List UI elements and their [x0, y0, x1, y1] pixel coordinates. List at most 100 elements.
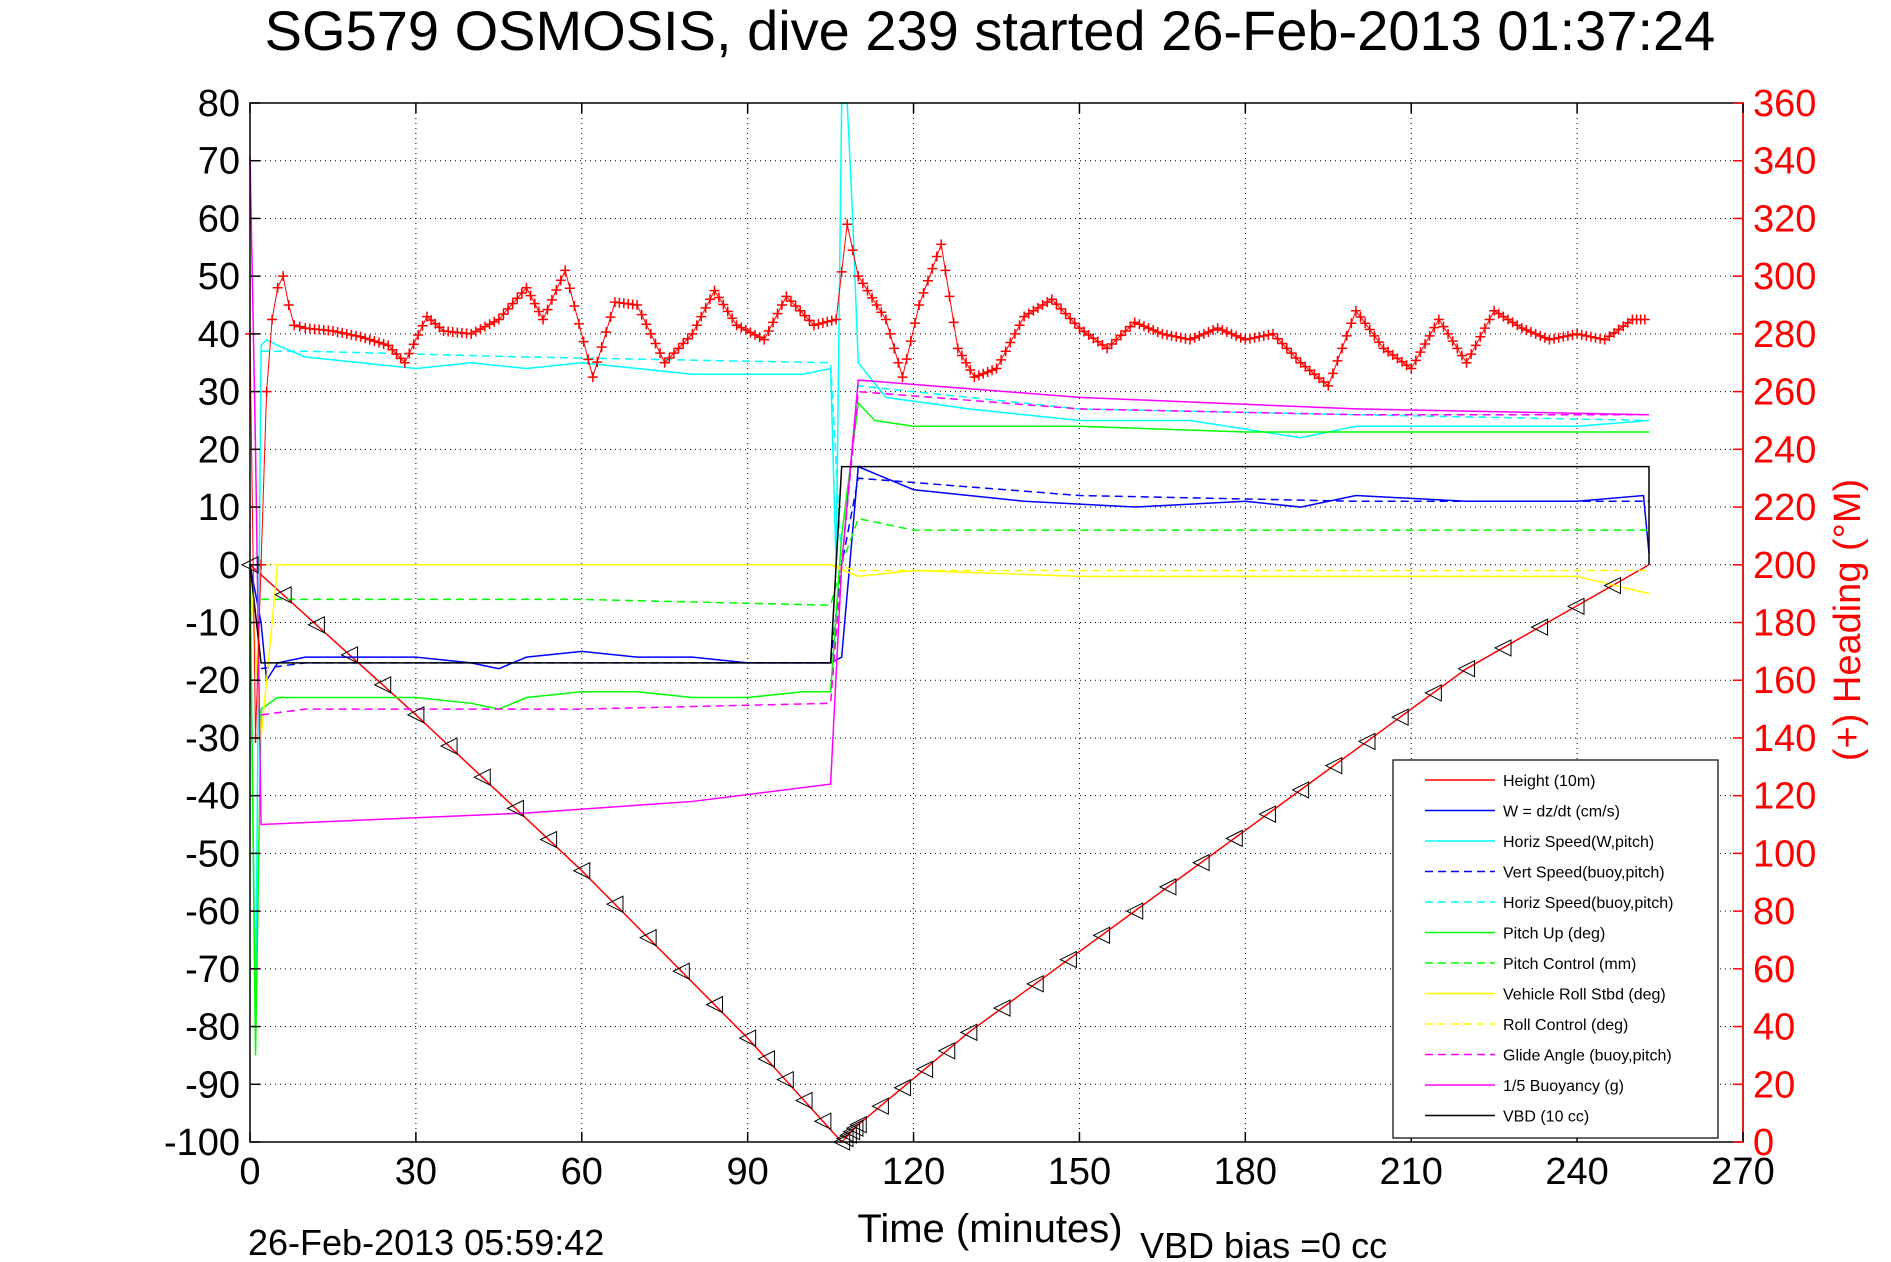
heading-marker: [826, 315, 837, 326]
heading-marker: [1180, 333, 1191, 344]
y-left-tick-label: 0: [219, 545, 240, 587]
heading-marker: [880, 314, 891, 325]
heading-marker: [1461, 357, 1472, 368]
series-1-5-buoyancy-g: [249, 154, 1650, 826]
height-marker: [794, 1091, 813, 1110]
height-marker: [1258, 805, 1276, 823]
heading-marker: [417, 320, 428, 331]
heading-marker: [327, 326, 338, 337]
heading-marker: [605, 312, 616, 323]
heading-marker: [909, 318, 920, 329]
heading-marker: [713, 292, 724, 303]
heading-marker: [1162, 329, 1172, 340]
heading-marker: [1572, 328, 1583, 339]
heading-marker: [289, 320, 300, 331]
heading-marker: [1337, 343, 1348, 354]
height-marker: [1566, 597, 1585, 616]
heading-marker: [346, 329, 357, 340]
heading-marker: [364, 334, 375, 345]
heading-marker: [889, 343, 900, 354]
height-marker: [1424, 684, 1442, 702]
heading-marker: [533, 306, 544, 317]
heading-marker: [1102, 343, 1113, 354]
heading-marker: [973, 370, 984, 381]
height-marker: [1125, 902, 1144, 920]
height-marker: [839, 1126, 857, 1144]
heading-marker: [1438, 321, 1449, 332]
y-right-tick-label: 120: [1753, 776, 1816, 818]
heading-marker: [1221, 326, 1232, 337]
heading-marker: [1111, 334, 1122, 345]
x-tick-label: 240: [1545, 1151, 1608, 1193]
height-marker: [439, 737, 458, 755]
heading-marker: [1530, 328, 1541, 339]
height-marker: [842, 1122, 861, 1141]
heading-marker: [1479, 323, 1490, 334]
heading-marker: [705, 294, 716, 305]
height-marker: [1457, 659, 1476, 678]
heading-marker: [1009, 328, 1020, 339]
height-marker: [672, 962, 690, 980]
heading-marker: [1456, 350, 1467, 361]
heading-marker: [696, 311, 707, 322]
heading-marker: [1235, 332, 1246, 343]
y-left-tick-label: 30: [198, 372, 240, 414]
heading-marker: [1000, 346, 1011, 357]
heading-marker: [1286, 348, 1297, 359]
y-right-tick-label: 280: [1753, 314, 1816, 356]
height-marker: [1357, 732, 1376, 751]
heading-marker: [596, 342, 607, 353]
y-left-tick-label: 20: [198, 429, 240, 471]
heading-marker: [1194, 330, 1205, 341]
heading-marker: [1254, 331, 1265, 342]
height-marker: [1191, 853, 1210, 872]
heading-marker: [772, 308, 783, 319]
heading-marker: [341, 328, 352, 339]
heading-marker: [1475, 331, 1486, 342]
heading-marker: [337, 327, 348, 338]
height-marker: [1291, 781, 1310, 799]
height-marker: [539, 830, 558, 849]
height-marker: [639, 928, 657, 947]
height-marker: [1225, 829, 1243, 848]
heading-marker: [378, 338, 389, 349]
heading-marker: [529, 298, 540, 309]
heading-marker: [261, 386, 272, 397]
heading-marker: [853, 271, 864, 282]
height-marker: [871, 1097, 889, 1116]
heading-marker: [857, 278, 868, 289]
y-left-tick-label: -10: [185, 603, 240, 645]
heading-marker: [641, 319, 652, 330]
heading-marker: [691, 320, 702, 331]
heading-marker: [542, 304, 553, 315]
y-left-tick-label: -70: [185, 949, 240, 991]
y-right-tick-label: 220: [1753, 487, 1816, 529]
heading-marker: [294, 321, 305, 332]
heading-marker: [1466, 349, 1477, 360]
height-marker: [406, 706, 425, 724]
heading-marker: [885, 328, 896, 339]
heading-marker: [1244, 333, 1255, 344]
heading-marker: [1115, 330, 1126, 341]
heading-marker: [267, 314, 278, 325]
footer-timestamp: 26-Feb-2013 05:59:42: [248, 1222, 604, 1262]
heading-marker: [645, 328, 656, 339]
height-marker: [1158, 878, 1177, 896]
heading-marker: [785, 296, 796, 307]
heading-marker: [768, 317, 779, 328]
heading-marker: [836, 266, 847, 277]
heading-marker: [790, 300, 801, 311]
height-marker: [845, 1119, 864, 1137]
heading-marker: [1185, 334, 1196, 345]
legend-label: W = dz/dt (cm/s): [1503, 804, 1620, 821]
heading-marker: [822, 316, 833, 327]
heading-marker: [905, 336, 916, 347]
legend-label: Horiz Speed(buoy,pitch): [1503, 895, 1673, 912]
heading-marker: [1175, 332, 1186, 343]
heading-marker: [1447, 336, 1458, 347]
height-marker: [373, 676, 392, 694]
heading-marker: [507, 298, 518, 309]
heading-marker: [1567, 329, 1578, 340]
heading-marker: [1355, 312, 1366, 323]
legend-label: Pitch Control (mm): [1503, 956, 1636, 973]
